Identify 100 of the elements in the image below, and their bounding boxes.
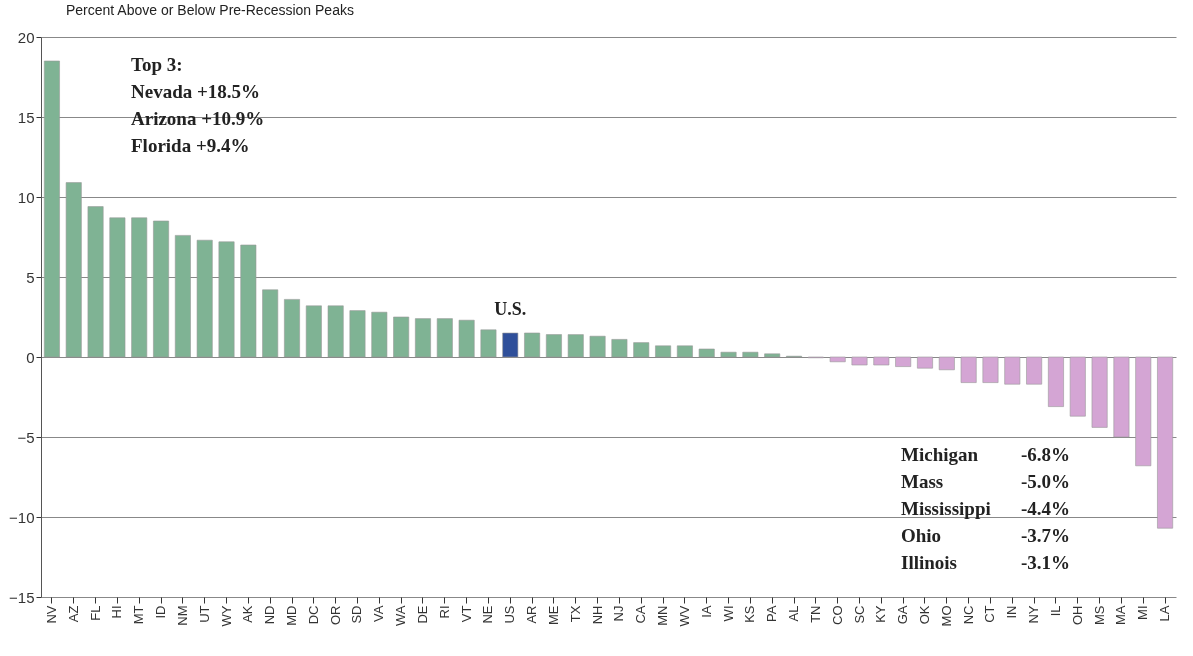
x-tick-label: TX (567, 605, 583, 623)
x-tick-label: KY (873, 605, 889, 623)
x-tick-label: CT (982, 605, 998, 623)
x-tick-label: AZ (65, 605, 81, 623)
y-tick-label: −15 (9, 588, 35, 606)
bar (458, 319, 475, 358)
bar (1004, 356, 1021, 385)
text: Mass -5.0% (901, 471, 1071, 492)
bar (349, 310, 366, 358)
x-tick-label: GA (895, 605, 911, 625)
bar (895, 356, 912, 367)
bar (327, 305, 344, 358)
annotation: Top 3: (131, 54, 183, 75)
bar (1113, 356, 1130, 438)
text: Ohio -3.7% (901, 525, 1071, 546)
bar (87, 206, 104, 358)
x-tick-label: NV (43, 605, 59, 624)
x-tick-label: MN (655, 605, 671, 626)
bar (480, 329, 497, 358)
annotation: Arizona +10.9% (131, 108, 265, 129)
bar (917, 356, 933, 369)
bar (153, 220, 169, 358)
annotation: U.S. (494, 299, 527, 319)
x-tick-label: IA (698, 605, 714, 618)
bar (1048, 356, 1064, 407)
x-tick-label: UT (196, 605, 212, 623)
bar (305, 305, 322, 358)
x-tick-label: MD (284, 605, 300, 626)
x-tick-label: AL (786, 605, 802, 622)
x-tick-label: OR (327, 605, 343, 625)
bar (873, 356, 890, 366)
bar (655, 345, 672, 358)
x-tick-label: LA (1157, 605, 1173, 622)
x-tick-label: DE (414, 605, 430, 624)
bar (371, 311, 388, 358)
bar (43, 60, 60, 358)
bar (676, 345, 693, 358)
x-tick-label: MS (1091, 605, 1107, 625)
bar (960, 356, 977, 383)
bar (240, 244, 257, 358)
x-tick-label: NM (174, 605, 190, 626)
y-tick-label: −5 (17, 428, 35, 446)
x-tick-label: IL (1047, 605, 1063, 617)
x-tick-label: HI (109, 605, 125, 619)
bar (393, 316, 410, 358)
x-tick-label: MO (938, 605, 954, 627)
x-tick-label: IN (1004, 605, 1020, 619)
x-tick-label: MI (1135, 605, 1151, 620)
x-tick-label: SD (349, 605, 365, 624)
bar (938, 356, 955, 371)
y-tick-label: 0 (26, 348, 35, 366)
x-tick-label: WA (393, 605, 409, 626)
x-tick-label: VT (458, 605, 474, 623)
x-tick-label: CO (829, 605, 845, 625)
bar (218, 241, 235, 358)
bar (436, 318, 453, 358)
bar (545, 334, 562, 358)
x-tick-label: NJ (611, 605, 627, 622)
bar (589, 335, 606, 358)
x-tick-label: DC (305, 605, 321, 625)
chart-title: Percent Above or Below Pre-Recession Peaks (66, 2, 354, 18)
x-tick-label: US (502, 605, 518, 624)
x-tick-label: RI (436, 605, 452, 619)
text: Michigan -6.8% (901, 444, 1071, 465)
x-tick-label: MT (131, 605, 147, 625)
y-tick-label: 10 (17, 188, 35, 206)
text: Mississippi -4.4% (901, 498, 1071, 519)
bar (1069, 356, 1086, 417)
text: Illinois -3.1% (901, 552, 1071, 573)
x-tick-label: NC (960, 605, 976, 625)
x-tick-label: WI (720, 605, 736, 622)
x-tick-label: AK (240, 605, 256, 623)
x-tick-label: TN (807, 605, 823, 623)
bar (851, 356, 868, 366)
bar (720, 351, 737, 358)
x-tick-label: NY (1026, 605, 1042, 624)
x-tick-label: ME (545, 605, 561, 625)
annotation: Nevada +18.5% (131, 81, 261, 102)
x-tick-label: WV (676, 605, 692, 627)
x-tick-label: VA (371, 605, 387, 622)
y-tick-label: −10 (9, 508, 35, 526)
x-tick-label: AR (524, 605, 540, 624)
bar (633, 342, 650, 358)
x-tick-label: NE (480, 605, 496, 624)
bar (196, 239, 213, 358)
bar (502, 332, 519, 358)
bar (1026, 356, 1043, 385)
x-tick-label: CA (633, 605, 649, 624)
bar (65, 182, 82, 358)
x-tick-label: PA (764, 605, 780, 622)
x-tick-label: KS (742, 605, 758, 623)
x-tick-label: WY (218, 605, 234, 627)
bar (1157, 356, 1174, 529)
bar (415, 318, 431, 358)
y-tick-label: 20 (17, 28, 35, 46)
bar (174, 235, 191, 358)
annotation: Florida +9.4% (131, 135, 250, 156)
bar (742, 351, 759, 358)
bar (698, 348, 715, 358)
x-tick-label: ID (153, 605, 169, 619)
